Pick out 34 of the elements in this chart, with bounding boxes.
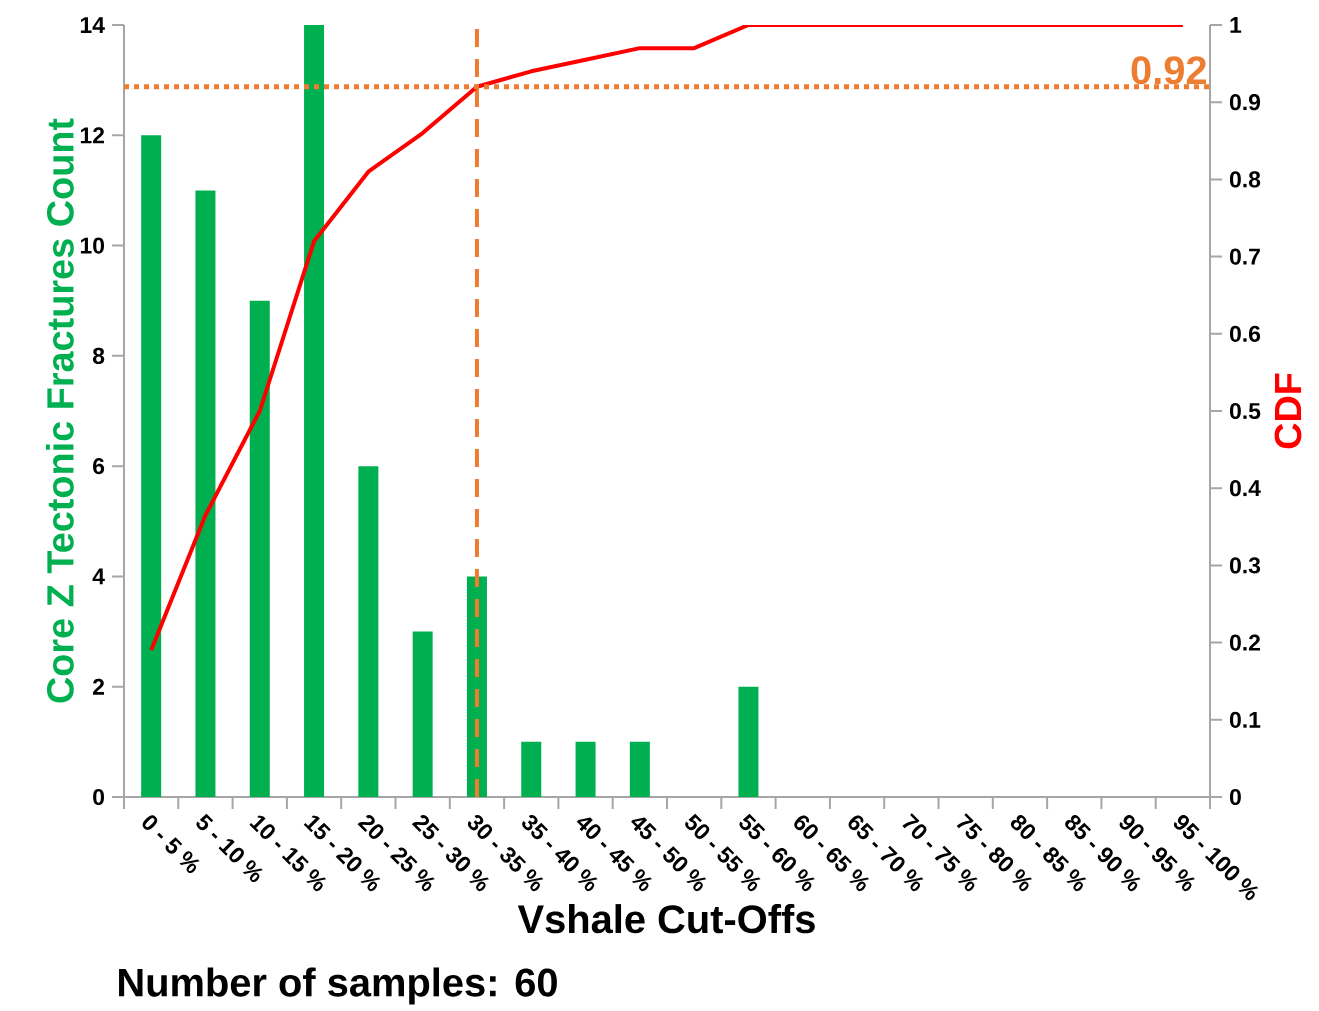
y2-tick-label: 0.8 <box>1229 171 1261 188</box>
y-tick-label: 12 <box>80 127 105 144</box>
bar <box>521 741 542 797</box>
y-tick-label: 6 <box>93 458 105 475</box>
y2-tick-label: 0.3 <box>1229 557 1261 574</box>
y2-tick-label: 0 <box>1229 788 1241 806</box>
y2-tick-label: 0.7 <box>1229 248 1260 265</box>
y2-tick-label: 0.6 <box>1229 325 1261 342</box>
x-axis-title: Vshale Cut-Offs <box>517 904 815 934</box>
y2-tick-label: 0.1 <box>1229 711 1261 728</box>
bar <box>358 466 379 797</box>
bar <box>304 24 325 797</box>
bar <box>738 686 759 797</box>
y-tick-label: 0 <box>93 788 105 806</box>
y-tick-label: 2 <box>93 678 105 695</box>
bar <box>629 741 650 797</box>
y-axis-title: Core Z Tectonic Fractures Count <box>45 118 74 703</box>
y2-tick-label: 1 <box>1230 17 1242 33</box>
text: Number of samples: 60 <box>119 967 557 1005</box>
ref-line-label: 0.92 <box>1131 56 1207 85</box>
y2-axis-title: CDF <box>1274 373 1302 449</box>
y-tick-label: 8 <box>92 347 105 364</box>
y-tick-label: 10 <box>80 237 105 254</box>
y2-tick-label: 0.9 <box>1229 94 1261 111</box>
y-tick-label: 4 <box>92 568 105 585</box>
bar <box>195 190 216 797</box>
bar <box>412 631 433 797</box>
y2-tick-label: 0.5 <box>1229 402 1261 420</box>
bar <box>575 741 596 797</box>
y-tick-label: 14 <box>80 17 105 33</box>
y2-tick-label: 0.4 <box>1229 480 1261 497</box>
y2-tick-label: 0.2 <box>1229 634 1260 651</box>
bar <box>249 300 270 797</box>
bar <box>141 135 162 797</box>
